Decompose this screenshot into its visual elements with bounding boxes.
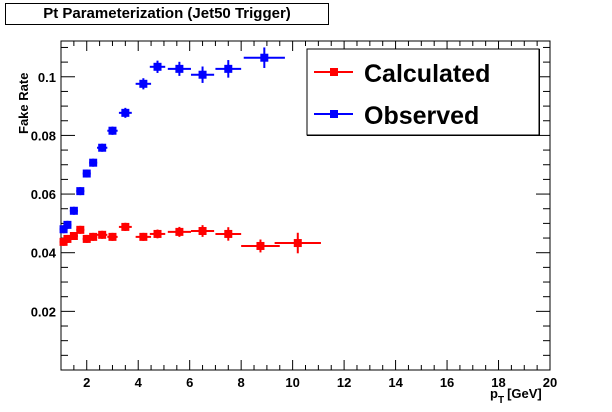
legend-marker-calculated xyxy=(330,68,338,76)
x-tick-label: 16 xyxy=(440,375,454,390)
data-point xyxy=(89,158,98,167)
data-point xyxy=(82,169,91,178)
y-tick-label: 0.08 xyxy=(31,128,56,143)
data-point xyxy=(175,227,184,236)
data-point xyxy=(153,62,162,71)
data-point xyxy=(82,234,91,243)
chart-title: Pt Parameterization (Jet50 Trigger) xyxy=(5,3,329,25)
legend-box-shadow-bottom xyxy=(307,135,540,136)
series-layer xyxy=(59,47,321,254)
data-point xyxy=(98,143,107,152)
data-point xyxy=(76,187,85,196)
axes-frame: 2 4 6 8 10 12 14 16 18 20 0.02 0.04 0.06 0.08 0.1 xyxy=(31,40,557,390)
x-axis-title: pT [GeV] xyxy=(490,386,542,406)
data-point xyxy=(108,126,117,135)
series-calculated xyxy=(59,222,321,254)
x-tick-label: 4 xyxy=(135,375,143,390)
y-tick-label: 0.02 xyxy=(31,304,56,319)
data-point xyxy=(89,232,98,241)
x-tick-label: 2 xyxy=(83,375,90,390)
x-tick-label: 18 xyxy=(491,375,505,390)
legend-label-calculated: Calculated xyxy=(364,60,490,88)
data-point xyxy=(69,231,78,240)
x-tick-label: 6 xyxy=(186,375,193,390)
data-point xyxy=(59,225,68,234)
data-point xyxy=(260,53,269,62)
y-tick-label: 0.04 xyxy=(31,246,57,261)
x-tick-label: 12 xyxy=(337,375,351,390)
data-point xyxy=(108,232,117,241)
data-point xyxy=(121,222,130,231)
data-point xyxy=(63,220,72,229)
x-tick-label: 14 xyxy=(388,375,403,390)
x-tick-label: 8 xyxy=(238,375,245,390)
x-axis-title-subscript: T xyxy=(498,395,504,406)
data-point xyxy=(63,234,72,243)
data-point xyxy=(175,64,184,73)
y-axis-title: Fake Rate xyxy=(16,73,31,134)
data-point xyxy=(139,232,148,241)
data-point xyxy=(121,108,130,117)
x-axis-title-main: p xyxy=(490,386,498,401)
x-tick-label: 10 xyxy=(285,375,299,390)
legend-marker-observed xyxy=(330,110,338,118)
legend: Calculated Observed xyxy=(306,48,540,136)
data-point xyxy=(198,227,207,236)
series-observed xyxy=(59,47,285,234)
legend-box-shadow-right xyxy=(539,49,540,136)
data-point xyxy=(224,64,233,73)
y-tick-label: 0.1 xyxy=(38,70,56,85)
x-axis-title-unit: [GeV] xyxy=(507,386,542,401)
data-point xyxy=(153,229,162,238)
data-point xyxy=(198,70,207,79)
x-tick-label: 20 xyxy=(543,375,557,390)
data-point xyxy=(69,206,78,215)
data-point xyxy=(224,229,233,238)
data-point xyxy=(139,79,148,88)
y-tick-label: 0.06 xyxy=(31,187,56,202)
legend-label-observed: Observed xyxy=(364,102,479,130)
data-point xyxy=(293,239,302,248)
data-point xyxy=(76,225,85,234)
data-point xyxy=(256,241,265,250)
data-point xyxy=(98,230,107,239)
